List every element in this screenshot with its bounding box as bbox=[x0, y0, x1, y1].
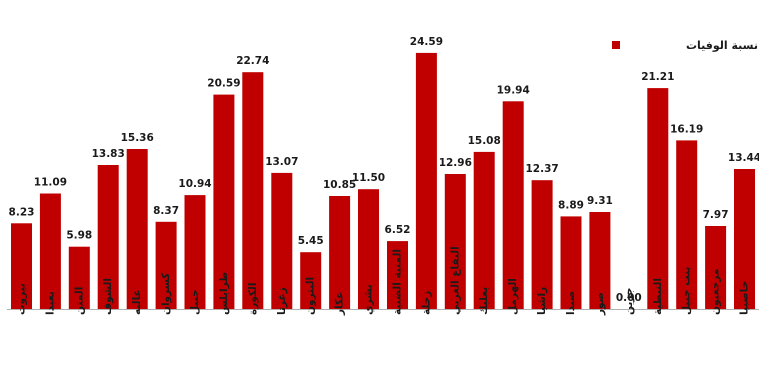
value-label-23: 21.21 bbox=[641, 71, 674, 83]
category-label-12: عكار bbox=[334, 292, 346, 316]
bar-24 bbox=[676, 140, 698, 309]
bar-23 bbox=[647, 88, 669, 309]
category-label-1: بيروت bbox=[16, 283, 28, 315]
category-label-18: الهرمل bbox=[507, 278, 519, 315]
category-label-15: زحلة bbox=[420, 291, 432, 315]
bar-16 bbox=[444, 174, 466, 309]
value-label-17: 15.08 bbox=[468, 135, 501, 147]
value-label-16: 12.96 bbox=[439, 157, 472, 169]
category-label-23: النبطية bbox=[652, 278, 664, 315]
category-label-4: الشوف bbox=[102, 278, 114, 315]
category-label-2: بعبدا bbox=[44, 291, 56, 315]
bar-12 bbox=[329, 196, 351, 309]
value-label-7: 10.94 bbox=[178, 178, 211, 190]
value-label-14: 6.52 bbox=[385, 224, 411, 236]
category-label-13: بشري bbox=[363, 284, 375, 315]
bar-21 bbox=[589, 212, 611, 309]
category-label-17: بعلبك bbox=[478, 287, 490, 315]
category-label-8: طرابلس bbox=[218, 272, 230, 315]
bar-25 bbox=[705, 226, 727, 309]
value-labels-group: 8.23 11.09 5.98 13.83 15.36 8.37 10.94 20.59 22.… bbox=[9, 36, 759, 304]
bar-19 bbox=[531, 180, 553, 309]
bar-3 bbox=[68, 246, 90, 309]
value-label-25: 7.97 bbox=[703, 209, 729, 221]
value-label-6: 8.37 bbox=[153, 205, 179, 217]
value-label-13: 11.50 bbox=[352, 172, 385, 184]
value-label-20: 8.89 bbox=[558, 199, 584, 211]
bar-17 bbox=[473, 151, 495, 309]
category-label-11: البترون bbox=[305, 277, 317, 315]
value-label-1: 8.23 bbox=[9, 206, 35, 218]
category-label-6: كسروان bbox=[160, 272, 172, 315]
value-label-4: 13.83 bbox=[92, 148, 125, 160]
legend: نسبة الوفيات bbox=[612, 39, 758, 52]
category-label-21: صور bbox=[594, 292, 606, 316]
bars-group bbox=[11, 52, 755, 310]
bar-15 bbox=[415, 52, 437, 310]
bar-8 bbox=[213, 94, 235, 309]
bar-2 bbox=[39, 193, 61, 309]
bar-11 bbox=[300, 252, 322, 309]
category-label-3: المتن bbox=[73, 287, 85, 315]
category-label-20: صيدا bbox=[565, 291, 577, 315]
value-label-21: 9.31 bbox=[587, 195, 613, 207]
category-label-14: المنية الضنية bbox=[392, 249, 404, 315]
category-label-19: راشيا bbox=[536, 287, 548, 315]
value-label-22: 0.00 bbox=[616, 292, 642, 304]
legend-swatch bbox=[612, 41, 620, 49]
bar-13 bbox=[358, 189, 379, 309]
legend-label: نسبة الوفيات bbox=[686, 39, 758, 52]
value-label-9: 22.74 bbox=[236, 55, 269, 67]
value-label-18: 19.94 bbox=[497, 84, 530, 96]
bar-10 bbox=[271, 172, 293, 309]
category-label-26: حاصبيا bbox=[739, 281, 751, 315]
value-label-10: 13.07 bbox=[265, 156, 298, 168]
value-label-2: 11.09 bbox=[34, 177, 67, 189]
bar-14 bbox=[387, 241, 408, 309]
value-label-19: 12.37 bbox=[525, 163, 558, 175]
value-label-26: 13.44 bbox=[728, 152, 759, 164]
value-label-5: 15.36 bbox=[121, 132, 154, 144]
value-label-12: 10.85 bbox=[323, 179, 356, 191]
category-label-22: جزين bbox=[623, 288, 635, 316]
value-label-8: 20.59 bbox=[207, 78, 240, 90]
value-label-11: 5.45 bbox=[298, 235, 324, 247]
category-label-10: زغرتا bbox=[276, 287, 288, 315]
bar-4 bbox=[97, 165, 119, 309]
bar-5 bbox=[126, 149, 148, 309]
bar-20 bbox=[560, 216, 582, 309]
category-labels-group: بيروت بعبدا المتن الشوف عاليه كسروان جبيل طرابل… bbox=[16, 246, 751, 316]
category-label-9: الكورة bbox=[247, 283, 259, 315]
value-label-3: 5.98 bbox=[66, 230, 92, 242]
bar-9 bbox=[242, 72, 264, 309]
category-label-25: مرجعيون bbox=[710, 269, 722, 315]
category-label-5: عاليه bbox=[131, 289, 143, 315]
bar-7 bbox=[184, 195, 206, 309]
category-label-16: البقاع الغربي bbox=[449, 246, 461, 315]
category-label-7: جبيل bbox=[189, 289, 201, 315]
value-label-24: 16.19 bbox=[670, 123, 703, 135]
bar-6 bbox=[155, 221, 177, 309]
category-label-24: بنت جبيل bbox=[681, 266, 693, 315]
bar-18 bbox=[502, 101, 524, 309]
value-label-15: 24.59 bbox=[410, 36, 443, 48]
bar-26 bbox=[734, 169, 755, 309]
bar-1 bbox=[11, 223, 32, 309]
